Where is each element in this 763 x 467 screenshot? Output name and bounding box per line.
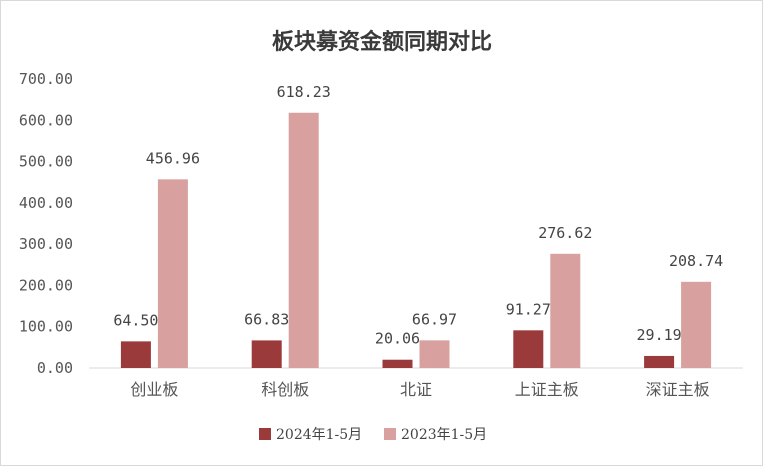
data-label: 66.97 <box>412 310 457 328</box>
data-label: 208.74 <box>669 252 723 270</box>
bar-series-2024 <box>120 341 151 368</box>
x-tick-label: 上证主板 <box>515 380 579 399</box>
bar-series-2023 <box>157 179 188 368</box>
x-axis: 创业板 科创板 北证 上证主板 深证主板 <box>130 380 709 399</box>
y-tick-label: 700.00 <box>19 70 73 88</box>
bar-series-2024 <box>251 340 282 368</box>
legend-swatch <box>259 428 271 440</box>
y-axis: 0.00 100.00 200.00 300.00 400.00 500.00 600.00… <box>19 70 73 377</box>
y-tick-label: 600.00 <box>19 111 73 129</box>
y-tick-label: 200.00 <box>19 276 73 294</box>
y-tick-label: 500.00 <box>19 153 73 171</box>
y-tick-label: 100.00 <box>19 318 73 336</box>
data-label: 91.27 <box>506 300 551 318</box>
data-label: 456.96 <box>146 149 200 167</box>
data-label: 276.62 <box>538 224 592 242</box>
x-tick-label: 科创板 <box>261 380 309 399</box>
x-tick-label: 创业板 <box>130 380 178 399</box>
data-label: 66.83 <box>244 310 289 328</box>
data-label: 618.23 <box>277 83 331 101</box>
data-label: 64.50 <box>113 311 158 329</box>
bar-series-2023 <box>419 340 450 368</box>
bars: 64.50 456.96 66.83 618.23 20.06 66.97 91.27 276… <box>113 83 723 368</box>
y-tick-label: 300.00 <box>19 235 73 253</box>
bar-series-2023 <box>288 112 319 368</box>
bar-series-2024 <box>644 355 675 368</box>
legend-label: 2024年1-5月 <box>276 427 362 443</box>
chart-title: 板块募资金额同期对比 <box>272 29 492 55</box>
legend: 2024年1-5月 2023年1-5月 <box>259 427 487 443</box>
bar-series-2023 <box>681 281 712 368</box>
y-tick-label: 400.00 <box>19 194 73 212</box>
x-tick-label: 北证 <box>400 380 432 399</box>
bar-series-2023 <box>550 253 581 368</box>
y-tick-label: 0.00 <box>37 359 73 377</box>
x-tick-label: 深证主板 <box>646 380 710 399</box>
legend-swatch <box>384 428 396 440</box>
data-label: 20.06 <box>375 330 420 348</box>
legend-label: 2023年1-5月 <box>401 427 487 443</box>
bar-series-2024 <box>382 359 413 368</box>
bar-series-2024 <box>513 330 544 368</box>
data-label: 29.19 <box>637 326 682 344</box>
